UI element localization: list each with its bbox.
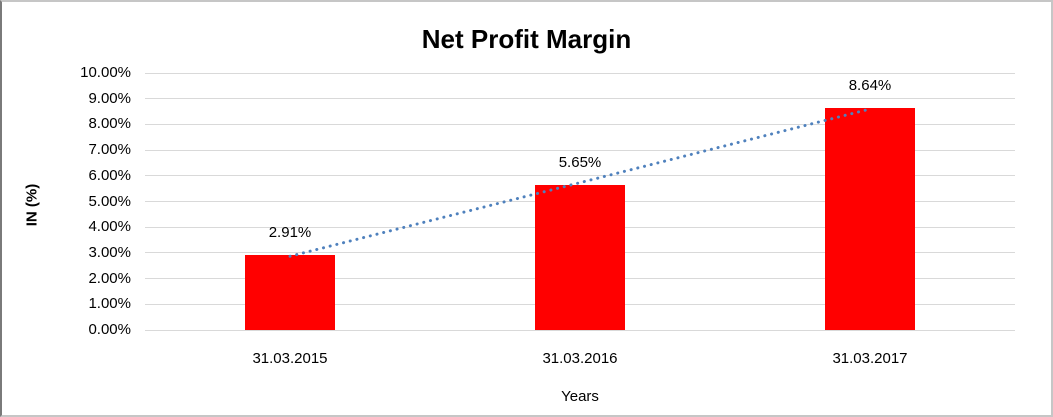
y-tick-label: 6.00% (88, 166, 131, 184)
y-tick-label: 10.00% (80, 64, 131, 81)
y-tick-label: 2.00% (88, 269, 131, 287)
bar (535, 184, 625, 330)
y-tick-label: 5.00% (88, 192, 131, 210)
y-tick-label: 9.00% (88, 89, 131, 107)
gridline (145, 72, 1015, 74)
bar (245, 255, 335, 330)
x-tick-label: 31.03.2016 (542, 350, 618, 367)
bar-data-label: 2.91% (268, 224, 312, 242)
y-tick-label: 3.00% (88, 243, 131, 261)
x-axis-title: Years (561, 388, 599, 405)
y-tick-label: 4.00% (88, 218, 131, 236)
gridline (145, 98, 1015, 100)
x-tick-label: 31.03.2015 (252, 350, 328, 367)
y-tick-label: 1.00% (88, 295, 131, 313)
y-tick-label: 7.00% (88, 141, 131, 159)
gridline (145, 329, 1015, 331)
y-tick-label: 8.00% (88, 115, 131, 133)
bar (825, 107, 915, 330)
y-tick-label: 0.00% (88, 321, 131, 338)
bar-data-label: 5.65% (558, 153, 602, 171)
bar-data-label: 8.64% (848, 76, 892, 94)
chart-title: Net Profit Margin (421, 24, 632, 54)
x-tick-label: 31.03.2017 (832, 350, 908, 367)
